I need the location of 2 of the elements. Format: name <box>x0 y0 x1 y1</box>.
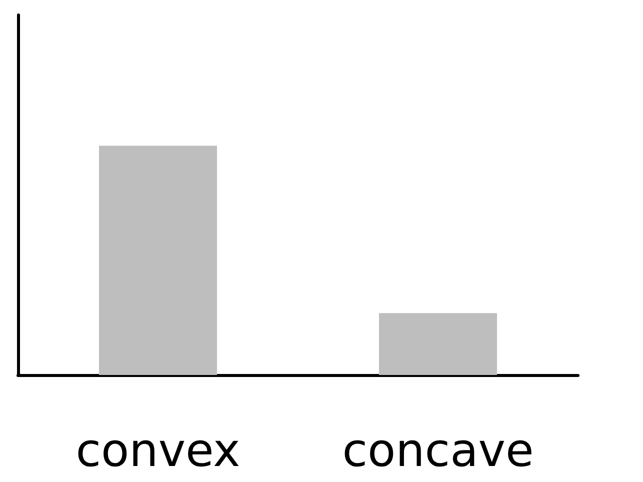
x-tick-label: concave <box>342 423 534 477</box>
x-tick-label: convex <box>76 423 240 477</box>
